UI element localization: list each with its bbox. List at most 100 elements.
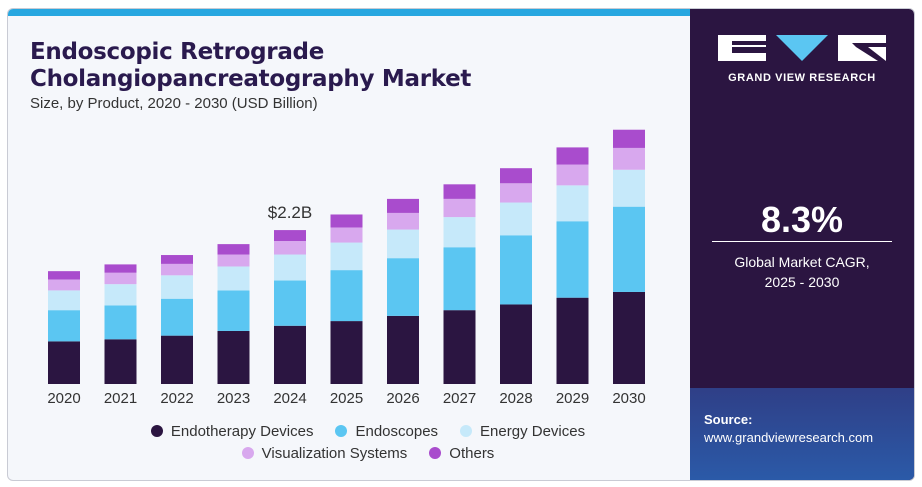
brand-name: GRAND VIEW RESEARCH [728, 72, 876, 84]
bar-2028-endotherapy-devices [500, 304, 532, 384]
x-tick-label-2021: 2021 [104, 390, 137, 407]
x-tick-label-2030: 2030 [612, 390, 645, 407]
bar-2028-energy-devices [500, 202, 532, 236]
bar-2030-energy-devices [613, 169, 645, 207]
bar-2020-others [48, 271, 80, 280]
bar-2024-endoscopes [274, 280, 306, 326]
bar-2028-visualization-systems [500, 183, 532, 203]
x-tick-label-2026: 2026 [386, 390, 419, 407]
chart-title: Endoscopic Retrograde Cholangiopancreato… [30, 39, 471, 93]
x-tick-label-2024: 2024 [273, 390, 306, 407]
cagr-label: Global Market CAGR, 2025 - 2030 [690, 252, 914, 292]
bar-2022-visualization-systems [161, 263, 193, 276]
grand-view-research-logo-icon [718, 35, 886, 61]
bar-2029-visualization-systems [556, 164, 589, 186]
bar-2021-others [104, 264, 137, 273]
bar-2026-endotherapy-devices [387, 315, 419, 384]
bar-2023-endotherapy-devices [217, 330, 250, 384]
bar-2021-visualization-systems [104, 272, 137, 285]
bar-2021-endoscopes [104, 305, 137, 340]
legend-label-endoscopes: Endoscopes [355, 422, 439, 440]
x-tick-label-2025: 2025 [330, 390, 363, 407]
chart-subtitle: Size, by Product, 2020 - 2030 (USD Billi… [30, 95, 318, 112]
legend-swatch-endotherapy-devices [150, 425, 163, 437]
x-tick-label-2020: 2020 [47, 390, 80, 407]
bar-2025-visualization-systems [330, 227, 363, 243]
bar-2025-energy-devices [330, 242, 363, 271]
legend-item-endotherapy-devices: Endotherapy Devices [150, 422, 314, 440]
data-label-2024: $2.2B [268, 203, 312, 222]
bar-2029-others [556, 147, 589, 165]
bar-2020-visualization-systems [48, 279, 80, 291]
bar-2029-energy-devices [556, 185, 589, 222]
cagr-divider [712, 241, 892, 242]
bar-2026-visualization-systems [387, 212, 419, 230]
cagr-label-line1: Global Market CAGR, [734, 254, 870, 270]
bar-2023-endoscopes [217, 290, 250, 331]
x-tick-label-2028: 2028 [499, 390, 532, 407]
bar-2027-endotherapy-devices [443, 310, 476, 384]
legend-swatch-endoscopes [335, 425, 348, 437]
bar-2022-others [161, 255, 193, 264]
x-tick-label-2027: 2027 [443, 390, 476, 407]
bar-2025-others [330, 214, 363, 228]
bar-2020-energy-devices [48, 290, 80, 311]
bar-2026-energy-devices [387, 229, 419, 259]
top-accent-bar [8, 9, 690, 16]
x-tick-label-2029: 2029 [556, 390, 589, 407]
chart-title-line2: Cholangiopancreatography Market [30, 66, 472, 92]
bar-2027-others [443, 184, 476, 199]
legend-item-energy-devices: Energy Devices [460, 423, 585, 440]
legend-item-others: Others [429, 445, 494, 462]
chart-card: Endoscopic Retrograde Cholangiopancreato… [7, 8, 915, 481]
bar-2024-others [274, 230, 306, 241]
bar-2030-endotherapy-devices [613, 291, 645, 384]
legend-label-visualization-systems: Visualization Systems [261, 444, 408, 462]
legend-row-1: Endotherapy Devices Endoscopes Energy De… [68, 420, 668, 442]
cagr-value: 8.3% [760, 199, 844, 240]
bar-2026-others [387, 198, 419, 213]
bar-2023-energy-devices [217, 266, 250, 291]
bar-2027-energy-devices [443, 217, 476, 248]
bar-2030-endoscopes [613, 206, 645, 292]
source-panel: Source: www.grandviewresearch.com [690, 388, 914, 480]
legend-swatch-visualization-systems [241, 447, 254, 459]
source-url: www.grandviewresearch.com [704, 430, 874, 445]
bar-2027-visualization-systems [443, 198, 476, 218]
legend-label-energy-devices: Energy Devices [480, 422, 586, 440]
bar-2024-visualization-systems [274, 241, 306, 255]
cagr-label-line2: 2025 - 2030 [764, 274, 840, 290]
legend-label-others: Others [449, 444, 495, 462]
bar-2024-energy-devices [274, 254, 306, 281]
bar-2022-energy-devices [161, 275, 193, 299]
bar-2030-others [613, 129, 645, 148]
bar-2020-endoscopes [48, 310, 80, 342]
bar-2020-endotherapy-devices [48, 341, 80, 384]
chart-legend: Endotherapy Devices Endoscopes Energy De… [68, 420, 668, 464]
bar-2024-endotherapy-devices [274, 325, 306, 384]
bar-2022-endoscopes [161, 298, 193, 336]
bar-2023-others [217, 244, 250, 255]
bar-2029-endotherapy-devices [556, 297, 589, 384]
bar-2022-endotherapy-devices [161, 335, 193, 384]
bar-2028-endoscopes [500, 235, 532, 305]
bar-chart: 2020 2021 2022 2023 2024 $2.2B 2025 2026 2027 202… [47, 129, 646, 407]
bar-2025-endoscopes [330, 270, 363, 322]
bar-2026-endoscopes [387, 258, 419, 316]
bar-2029-endoscopes [556, 221, 589, 298]
legend-item-endoscopes: Endoscopes [335, 423, 438, 440]
x-tick-label-2022: 2022 [160, 390, 193, 407]
source-label: Source: [704, 412, 753, 427]
bar-2025-endotherapy-devices [330, 321, 363, 384]
legend-label-endotherapy-devices: Endotherapy Devices [170, 422, 314, 440]
bar-2021-endotherapy-devices [104, 339, 137, 384]
bar-2028-others [500, 168, 532, 184]
bar-2023-visualization-systems [217, 254, 250, 267]
bar-2030-visualization-systems [613, 147, 645, 170]
chart-title-line1: Endoscopic Retrograde [30, 39, 325, 65]
x-tick-label-2023: 2023 [217, 390, 250, 407]
legend-item-visualization-systems: Visualization Systems [241, 444, 408, 462]
legend-swatch-energy-devices [460, 425, 473, 437]
bar-2021-energy-devices [104, 284, 137, 306]
legend-row-2: Visualization Systems Others [68, 442, 668, 464]
